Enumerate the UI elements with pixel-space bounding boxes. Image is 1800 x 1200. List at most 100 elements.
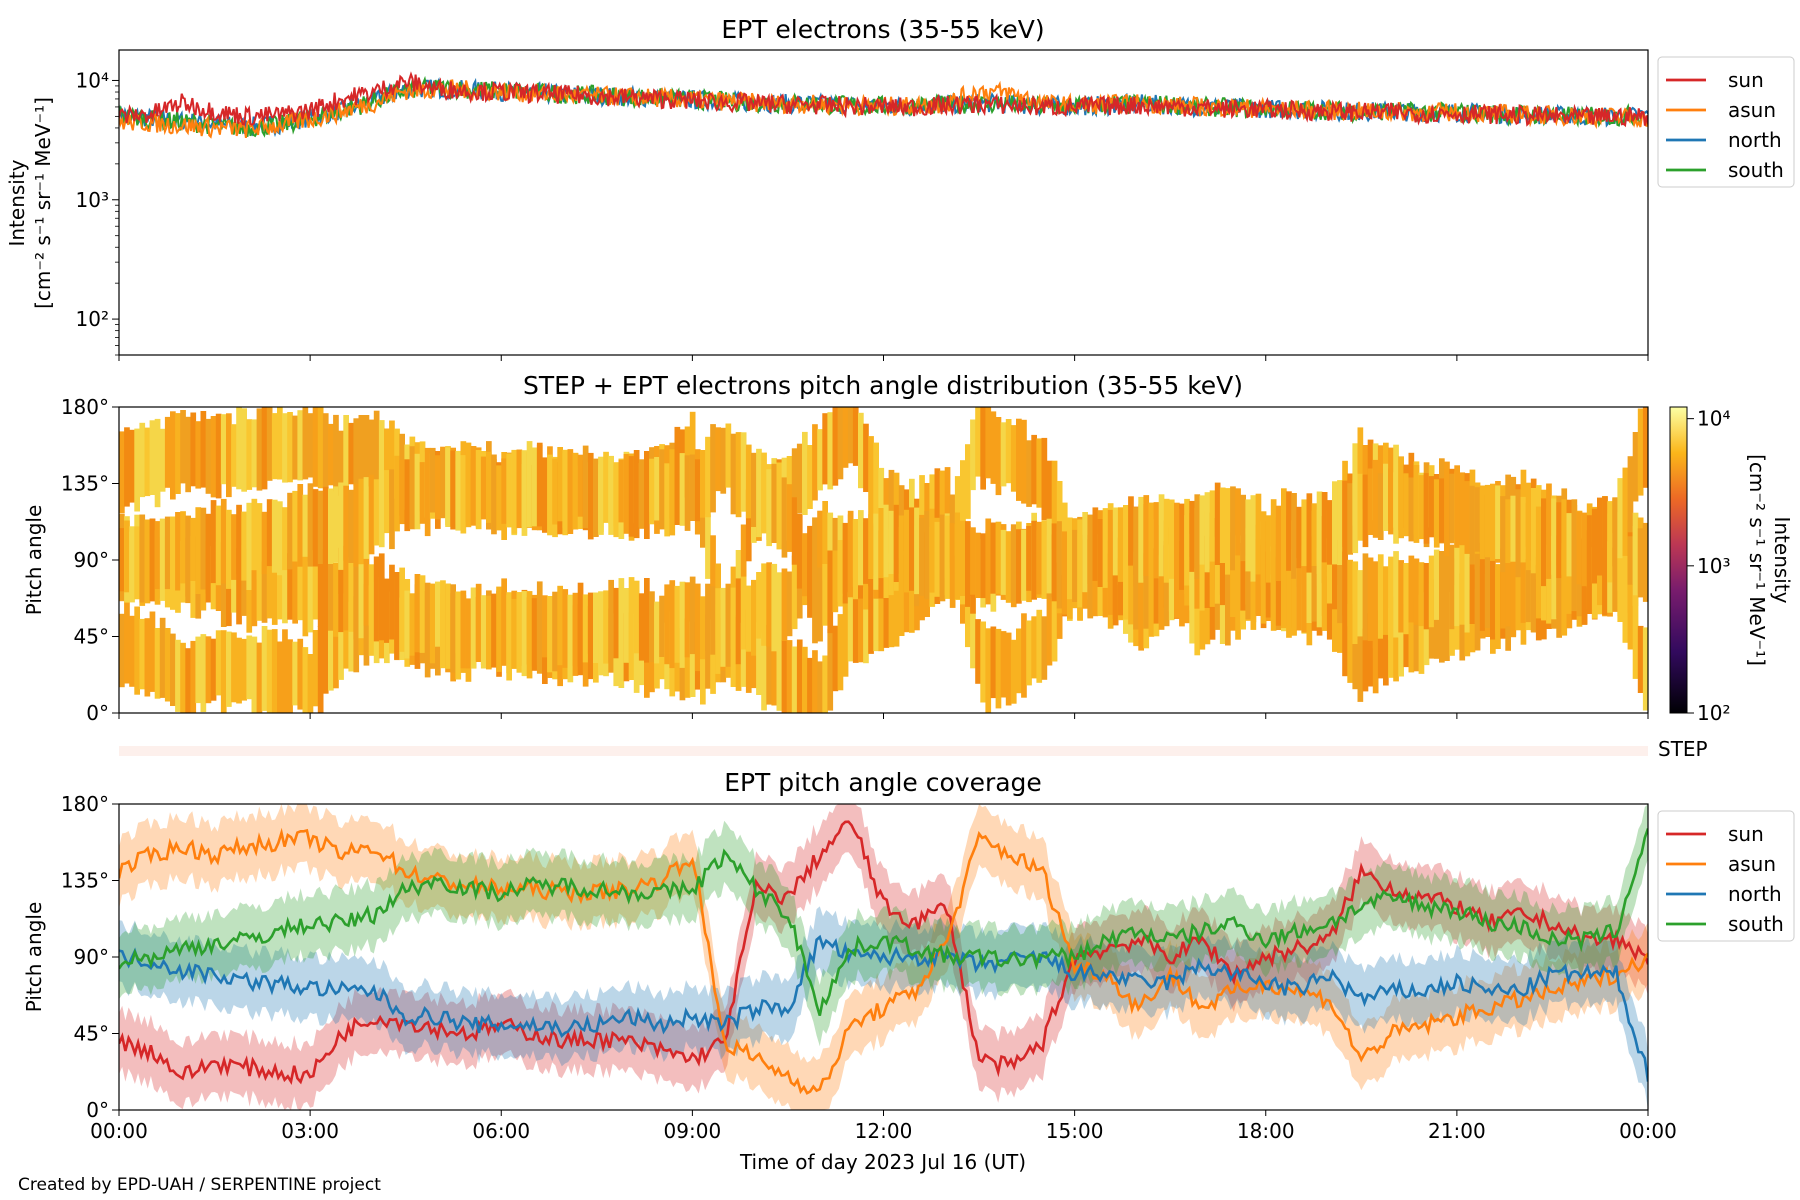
heat-cell — [1010, 425, 1017, 492]
heat-cell — [898, 515, 905, 579]
heat-cell — [751, 452, 757, 527]
heat-cell — [256, 408, 263, 491]
heat-cell — [878, 584, 885, 652]
heat-cell — [965, 444, 971, 519]
heat-cell — [700, 596, 706, 660]
heat-cell — [521, 591, 528, 677]
heat-cell — [1418, 475, 1425, 540]
panel1-x-ticks — [118, 355, 1649, 361]
heat-cell — [990, 411, 997, 484]
heat-cell — [791, 497, 798, 565]
heat-cell — [292, 415, 298, 480]
heat-cell — [567, 594, 574, 667]
y-tick-label: 135° — [61, 869, 109, 893]
heat-cell — [394, 572, 400, 660]
x-tick-label: 15:00 — [1046, 1119, 1104, 1143]
heat-cell — [1597, 497, 1603, 576]
heat-cell — [236, 637, 242, 704]
heat-cell — [852, 407, 859, 466]
panel3-ylabel: Pitch angle — [22, 902, 46, 1013]
heat-cell — [506, 594, 512, 674]
heat-cell — [990, 522, 997, 594]
heat-cell — [302, 494, 309, 557]
heat-cell — [271, 499, 278, 573]
heat-cell — [598, 456, 604, 533]
heat-cell — [1265, 515, 1272, 583]
heat-cell — [170, 633, 176, 706]
heat-cell — [1362, 474, 1369, 548]
heat-cell — [384, 428, 390, 490]
heat-cell — [771, 629, 778, 706]
heat-cell — [363, 550, 370, 626]
heat-cell — [1459, 543, 1466, 625]
y-tick-label: 135° — [61, 472, 109, 496]
heat-cell — [914, 507, 920, 595]
heat-cell — [164, 516, 171, 590]
heat-cell — [1051, 460, 1058, 549]
heat-cell — [822, 413, 828, 485]
heat-cell — [934, 468, 941, 553]
heat-cell — [679, 453, 686, 526]
series-line-south — [119, 828, 1648, 1016]
heat-cell — [282, 546, 288, 624]
heat-cell — [898, 573, 905, 636]
heat-cell — [796, 513, 803, 589]
heat-cell — [1209, 490, 1216, 562]
heat-cell — [246, 635, 253, 700]
heat-cell — [1566, 513, 1573, 577]
heat-cell — [256, 642, 263, 713]
heat-cell — [373, 479, 380, 546]
heat-cell — [689, 621, 696, 697]
heat-cell — [1433, 549, 1440, 620]
heat-cell — [149, 420, 156, 495]
heat-cell — [1031, 520, 1037, 600]
heat-cell — [394, 455, 400, 532]
heat-cell — [1627, 456, 1634, 533]
heat-cell — [802, 646, 808, 713]
heat-cell — [251, 419, 258, 488]
heat-cell — [236, 407, 242, 490]
heat-cell — [786, 640, 793, 713]
x-tick-label: 21:00 — [1428, 1119, 1486, 1143]
heat-cell — [1383, 566, 1389, 635]
heat-cell — [531, 598, 538, 671]
heat-cell — [827, 550, 834, 634]
heat-cell — [1464, 545, 1471, 633]
heat-cell — [185, 515, 191, 597]
heat-cell — [368, 474, 375, 555]
heat-cell — [220, 414, 227, 485]
heat-cell — [1612, 497, 1618, 567]
heat-cell — [1194, 568, 1201, 656]
heat-cell — [215, 413, 222, 499]
heat-cell — [791, 555, 798, 630]
heat-cell — [684, 455, 691, 531]
heat-cell — [1102, 508, 1109, 588]
y-tick-label: 180° — [61, 792, 109, 816]
heat-cell — [934, 521, 941, 597]
heat-cell — [740, 524, 747, 592]
heat-cell — [985, 628, 992, 713]
heat-cell — [1107, 509, 1114, 583]
heat-cell — [266, 629, 273, 713]
heat-cell — [220, 542, 227, 627]
heat-cell — [1332, 574, 1338, 652]
heat-cell — [1352, 480, 1359, 554]
heat-cell — [1602, 496, 1608, 577]
heat-cell — [419, 575, 426, 653]
heat-cell — [1250, 495, 1257, 582]
heat-cell — [475, 450, 482, 530]
heat-cell — [1591, 508, 1598, 584]
heat-cell — [307, 654, 314, 713]
legend-box — [1657, 810, 1795, 942]
heat-cell — [246, 419, 253, 490]
heat-cell — [241, 638, 247, 701]
heat-cell — [1128, 554, 1134, 625]
heat-cell — [470, 587, 477, 669]
heat-cell — [659, 595, 665, 657]
heat-cell — [205, 636, 212, 704]
heat-cell — [292, 556, 298, 624]
heat-cell — [1189, 500, 1195, 572]
heat-cell — [378, 469, 385, 548]
heat-cell — [1235, 488, 1241, 556]
heat-cell — [378, 420, 385, 495]
